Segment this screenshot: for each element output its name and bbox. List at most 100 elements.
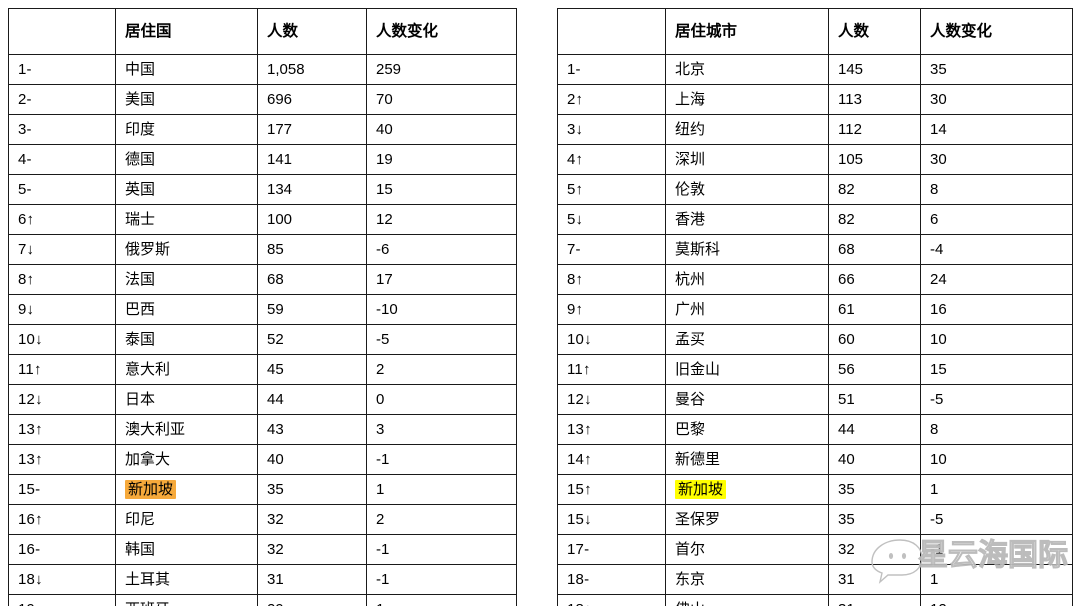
header-row: 居住国 人数 人数变化 bbox=[8, 8, 517, 55]
cell-count: 66 bbox=[828, 264, 921, 295]
cell-name: 纽约 bbox=[665, 114, 829, 145]
table-row[interactable]: 8↑ 法国 68 17 bbox=[8, 264, 517, 295]
cell-change: 1 bbox=[366, 474, 517, 505]
table-row[interactable]: 5↑ 伦敦 82 8 bbox=[557, 174, 1073, 205]
highlighted-entry: 新加坡 bbox=[125, 480, 177, 499]
table-row[interactable]: 7- 莫斯科 68 -4 bbox=[557, 234, 1073, 265]
table-row[interactable]: 5- 英国 134 15 bbox=[8, 174, 517, 205]
cell-rank: 15↓ bbox=[557, 504, 666, 535]
cell-change: 12 bbox=[366, 204, 517, 235]
table-row[interactable]: 3↓ 纽约 112 14 bbox=[557, 114, 1073, 145]
cell-count: 112 bbox=[828, 114, 921, 145]
cell-name: 曼谷 bbox=[665, 384, 829, 415]
table-row[interactable]: 16- 韩国 32 -1 bbox=[8, 534, 517, 565]
table-row[interactable]: 2↑ 上海 113 30 bbox=[557, 84, 1073, 115]
table-row[interactable]: 18- 东京 31 1 bbox=[557, 564, 1073, 595]
table-row[interactable]: 13↑ 巴黎 44 8 bbox=[557, 414, 1073, 445]
cell-name: 澳大利亚 bbox=[115, 414, 258, 445]
header-count: 人数 bbox=[257, 8, 367, 55]
table-row[interactable]: 15- 新加坡 35 1 bbox=[8, 474, 517, 505]
cell-count: 32 bbox=[257, 534, 367, 565]
cell-name: 西班牙 bbox=[115, 594, 258, 606]
table-row[interactable]: 9↓ 巴西 59 -10 bbox=[8, 294, 517, 325]
table-row[interactable]: 12↓ 曼谷 51 -5 bbox=[557, 384, 1073, 415]
cell-rank: 18- bbox=[557, 564, 666, 595]
cell-name: 圣保罗 bbox=[665, 504, 829, 535]
table-row[interactable]: 1- 中国 1,058 259 bbox=[8, 54, 517, 85]
cell-count: 68 bbox=[828, 234, 921, 265]
table-row[interactable]: 7↓ 俄罗斯 85 -6 bbox=[8, 234, 517, 265]
cell-change: 12 bbox=[920, 594, 1073, 606]
cell-count: 696 bbox=[257, 84, 367, 115]
table-row[interactable]: 18↑佛山3112 bbox=[557, 594, 1073, 606]
cell-rank: 9↑ bbox=[557, 294, 666, 325]
cell-change: -5 bbox=[920, 504, 1073, 535]
cell-rank: 1- bbox=[8, 54, 116, 85]
table-row[interactable]: 5↓ 香港 82 6 bbox=[557, 204, 1073, 235]
table-row[interactable]: 15↓ 圣保罗 35 -5 bbox=[557, 504, 1073, 535]
table-row[interactable]: 4↑ 深圳 105 30 bbox=[557, 144, 1073, 175]
cell-count: 35 bbox=[828, 504, 921, 535]
cell-name: 韩国 bbox=[115, 534, 258, 565]
cell-rank: 4- bbox=[8, 144, 116, 175]
cell-count: 35 bbox=[257, 474, 367, 505]
cell-name: 美国 bbox=[115, 84, 258, 115]
cell-count: 51 bbox=[828, 384, 921, 415]
table-row[interactable]: 1- 北京 145 35 bbox=[557, 54, 1073, 85]
cell-name: 伦敦 bbox=[665, 174, 829, 205]
cell-name: 香港 bbox=[665, 204, 829, 235]
table-row[interactable]: 2- 美国 696 70 bbox=[8, 84, 517, 115]
highlighted-entry: 新加坡 bbox=[675, 480, 727, 499]
cell-change: 30 bbox=[920, 84, 1073, 115]
table-row[interactable]: 8↑ 杭州 66 24 bbox=[557, 264, 1073, 295]
table-row[interactable]: 13↑ 澳大利亚 43 3 bbox=[8, 414, 517, 445]
table-row[interactable]: 9↑ 广州 61 16 bbox=[557, 294, 1073, 325]
table-row[interactable]: 18↓ 土耳其 31 -1 bbox=[8, 564, 517, 595]
cell-count: 32 bbox=[828, 534, 921, 565]
cell-change: 2 bbox=[366, 504, 517, 535]
cell-rank: 13↑ bbox=[8, 444, 116, 475]
cell-rank: 2↑ bbox=[557, 84, 666, 115]
cell-rank: 5- bbox=[8, 174, 116, 205]
cell-change: -5 bbox=[920, 384, 1073, 415]
table-row[interactable]: 14↑ 新德里 40 10 bbox=[557, 444, 1073, 475]
cell-rank: 18↑ bbox=[557, 594, 666, 606]
cell-rank: 15- bbox=[8, 474, 116, 505]
cell-rank: 7- bbox=[557, 234, 666, 265]
cell-name: 首尔 bbox=[665, 534, 829, 565]
cell-rank: 11↑ bbox=[557, 354, 666, 385]
cell-name: 英国 bbox=[115, 174, 258, 205]
cell-change: 8 bbox=[920, 174, 1073, 205]
cell-change: -1 bbox=[920, 534, 1073, 565]
table-row[interactable]: 11↑ 意大利 45 2 bbox=[8, 354, 517, 385]
table-row[interactable]: 4- 德国 141 19 bbox=[8, 144, 517, 175]
cell-name: 瑞士 bbox=[115, 204, 258, 235]
cell-change: 16 bbox=[920, 294, 1073, 325]
cell-count: 29 bbox=[257, 594, 367, 606]
cell-name: 印尼 bbox=[115, 504, 258, 535]
table-row[interactable]: 19-西班牙291 bbox=[8, 594, 517, 606]
table-row[interactable]: 16↑ 印尼 32 2 bbox=[8, 504, 517, 535]
cell-name: 旧金山 bbox=[665, 354, 829, 385]
header-change: 人数变化 bbox=[366, 8, 517, 55]
cell-name: 佛山 bbox=[665, 594, 829, 606]
cell-count: 85 bbox=[257, 234, 367, 265]
cell-rank: 13↑ bbox=[8, 414, 116, 445]
table-row[interactable]: 15↑ 新加坡 35 1 bbox=[557, 474, 1073, 505]
cell-name: 中国 bbox=[115, 54, 258, 85]
header-name: 居住国 bbox=[115, 8, 258, 55]
table-row[interactable]: 11↑ 旧金山 56 15 bbox=[557, 354, 1073, 385]
table-row[interactable]: 17- 首尔 32 -1 bbox=[557, 534, 1073, 565]
cell-rank: 16- bbox=[8, 534, 116, 565]
table-row[interactable]: 10↓ 泰国 52 -5 bbox=[8, 324, 517, 355]
cell-change: 14 bbox=[920, 114, 1073, 145]
table-row[interactable]: 13↑ 加拿大 40 -1 bbox=[8, 444, 517, 475]
cell-name: 新德里 bbox=[665, 444, 829, 475]
table-row[interactable]: 10↓ 孟买 60 10 bbox=[557, 324, 1073, 355]
cell-name: 莫斯科 bbox=[665, 234, 829, 265]
cell-rank: 18↓ bbox=[8, 564, 116, 595]
table-row[interactable]: 3- 印度 177 40 bbox=[8, 114, 517, 145]
cell-count: 113 bbox=[828, 84, 921, 115]
table-row[interactable]: 6↑ 瑞士 100 12 bbox=[8, 204, 517, 235]
table-row[interactable]: 12↓ 日本 44 0 bbox=[8, 384, 517, 415]
